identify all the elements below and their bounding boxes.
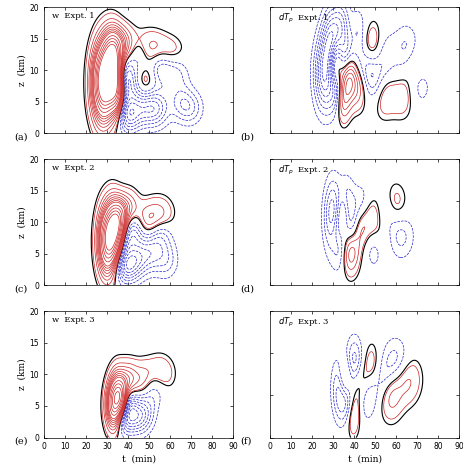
X-axis label: t  (min): t (min)	[121, 454, 155, 463]
Text: (f): (f)	[240, 437, 251, 446]
Text: (e): (e)	[14, 437, 27, 446]
Text: w  Expt. 2: w Expt. 2	[51, 164, 94, 172]
Y-axis label: z  (km): z (km)	[18, 54, 27, 86]
Text: w  Expt. 3: w Expt. 3	[51, 316, 94, 324]
Text: (c): (c)	[14, 285, 27, 293]
Text: (a): (a)	[14, 132, 27, 141]
Text: (d): (d)	[240, 285, 254, 293]
Text: $dT_p$  Expt. 2: $dT_p$ Expt. 2	[277, 164, 328, 177]
Text: $dT_p$  Expt. 1: $dT_p$ Expt. 1	[277, 12, 328, 25]
Text: w  Expt. 1: w Expt. 1	[51, 12, 94, 20]
Text: (b): (b)	[240, 132, 254, 141]
Text: $dT_p$  Expt. 3: $dT_p$ Expt. 3	[277, 316, 329, 329]
Y-axis label: z  (km): z (km)	[18, 206, 27, 238]
Y-axis label: z  (km): z (km)	[18, 358, 27, 390]
X-axis label: t  (min): t (min)	[347, 454, 381, 463]
